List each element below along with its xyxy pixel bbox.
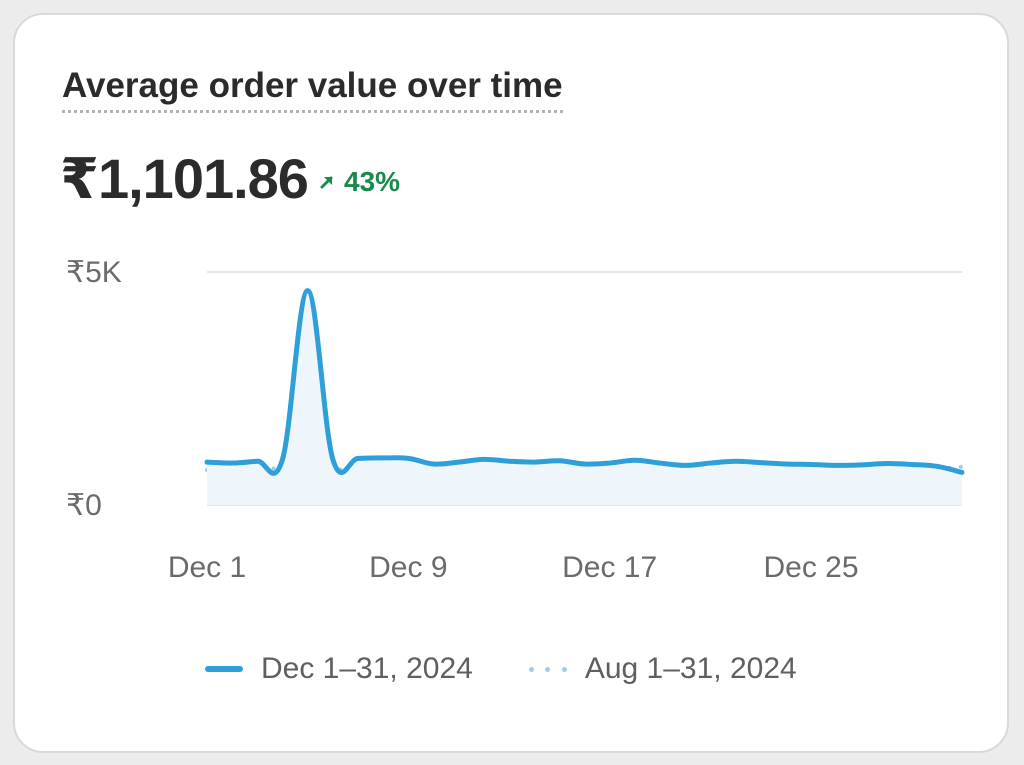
change-badge: 43% bbox=[318, 166, 400, 198]
legend-label-comparison: Aug 1–31, 2024 bbox=[584, 652, 797, 685]
x-tick-label-2: Dec 17 bbox=[562, 551, 657, 584]
x-tick-label-1: Dec 9 bbox=[369, 551, 447, 584]
chart-title[interactable]: Average order value over time bbox=[62, 66, 563, 113]
chart-card bbox=[13, 13, 1009, 753]
legend-swatch-dotted bbox=[528, 666, 567, 672]
legend-item-current[interactable]: Dec 1–31, 2024 bbox=[205, 652, 473, 686]
y-tick-label-0: ₹0 bbox=[66, 489, 102, 522]
legend-item-comparison[interactable]: Aug 1–31, 2024 bbox=[528, 652, 797, 686]
legend-label-current: Dec 1–31, 2024 bbox=[261, 652, 473, 685]
series-line-current bbox=[204, 288, 965, 476]
change-percent: 43% bbox=[344, 166, 401, 197]
x-tick-label-0: Dec 1 bbox=[168, 551, 246, 584]
series-area-current bbox=[207, 290, 962, 505]
x-tick-label-3: Dec 25 bbox=[763, 551, 858, 584]
metric-value: ₹1,101.86 bbox=[60, 147, 309, 210]
y-tick-label-1: ₹5K bbox=[66, 256, 122, 289]
legend-swatch-solid bbox=[205, 666, 243, 672]
chart-legend: Dec 1–31, 2024 Aug 1–31, 2024 bbox=[205, 652, 797, 686]
arrow-up-right-icon bbox=[320, 176, 333, 189]
